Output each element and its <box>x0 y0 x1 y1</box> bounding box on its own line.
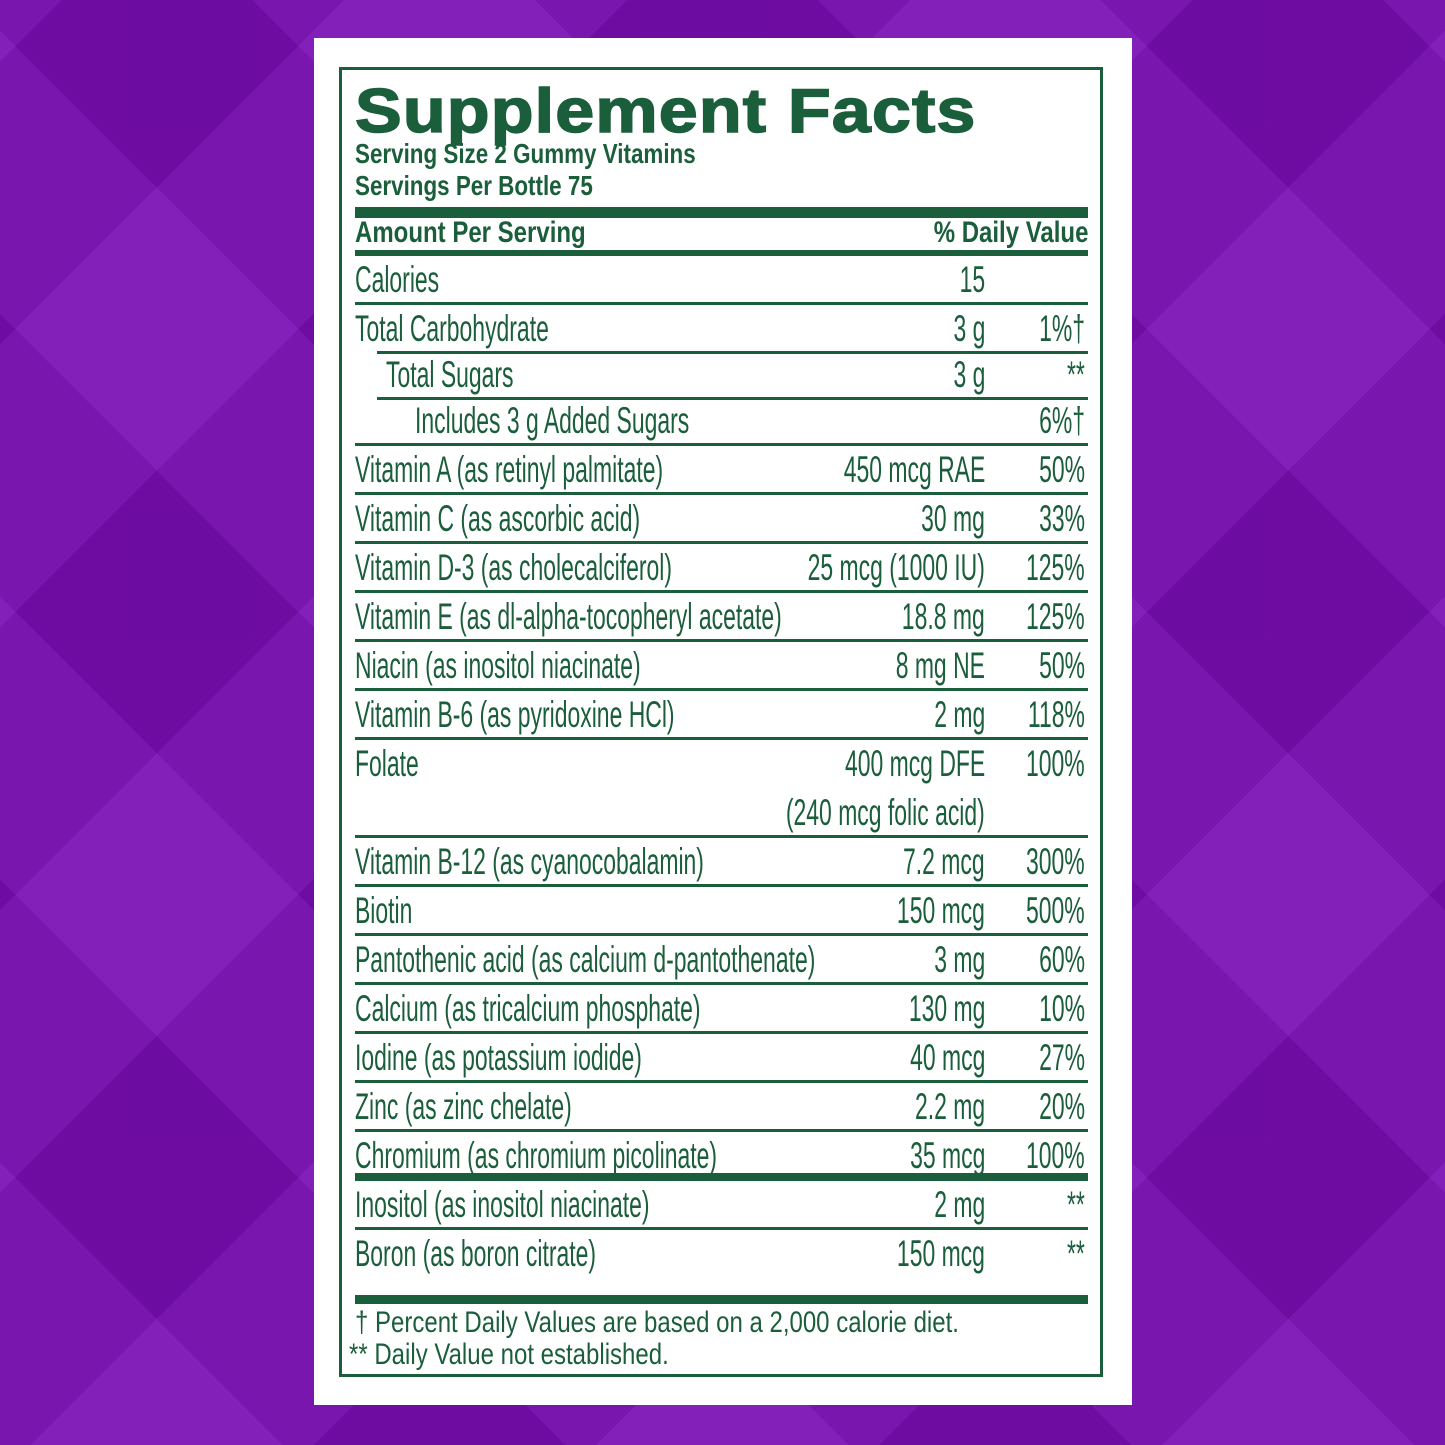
divider-thick <box>355 207 1088 218</box>
nutrient-name: Vitamin D-3 (as cholecalciferol) <box>355 547 673 588</box>
nutrient-daily-value: 1%† <box>1039 308 1085 349</box>
nutrient-daily-value: 125% <box>1026 547 1085 588</box>
nutrient-name: Boron (as boron citrate) <box>355 1233 596 1274</box>
nutrient-amount-note: (240 mcg folic acid) <box>786 792 985 833</box>
nutrient-daily-value: ** <box>1067 354 1085 395</box>
nutrient-amount: 35 mcg <box>909 1135 985 1176</box>
label-title: Supplement Facts <box>354 76 977 147</box>
nutrient-amount: 2 mg <box>933 1184 985 1225</box>
nutrient-name: Zinc (as zinc chelate) <box>355 1086 572 1127</box>
nutrient-amount: 3 g <box>953 308 985 349</box>
nutrient-daily-value: 500% <box>1026 890 1085 931</box>
footnote-dagger: † Percent Daily Values are based on a 2,… <box>355 1306 959 1339</box>
nutrient-name: Calcium (as tricalcium phosphate) <box>355 988 701 1029</box>
nutrient-amount: 450 mcg RAE <box>843 449 985 490</box>
nutrient-table: Calories 15 Total Carbohydrate 3 g 1%† Total … <box>355 256 1088 1276</box>
footnote-asterisk: ** Daily Value not established. <box>349 1338 669 1371</box>
nutrient-daily-value: 125% <box>1026 596 1085 637</box>
nutrient-name: Calories <box>355 259 440 300</box>
nutrient-name: Iodine (as potassium iodide) <box>355 1037 642 1078</box>
nutrient-amount: 25 mcg (1000 IU) <box>807 547 985 588</box>
nutrient-row: Vitamin D-3 (as cholecalciferol) 25 mcg (… <box>355 544 1088 593</box>
nutrient-name: Inositol (as inositol niacinate) <box>355 1184 650 1225</box>
nutrient-name: Pantothenic acid (as calcium d-pantothen… <box>355 939 816 980</box>
nutrient-daily-value: 100% <box>1026 743 1085 784</box>
nutrient-row: Total Sugars 3 g ** <box>355 351 1088 400</box>
nutrient-name: Chromium (as chromium picolinate) <box>355 1135 718 1176</box>
nutrient-daily-value: 60% <box>1039 939 1085 980</box>
nutrient-name: Biotin <box>355 890 413 931</box>
nutrient-amount: 3 g <box>953 354 985 395</box>
divider-thick <box>355 1295 1088 1304</box>
serving-size: Serving Size 2 Gummy Vitamins <box>355 138 696 169</box>
servings-per-container: Servings Per Bottle 75 <box>355 170 593 201</box>
nutrient-daily-value: 300% <box>1026 841 1085 882</box>
nutrient-row: Iodine (as potassium iodide) 40 mcg 27% <box>355 1034 1088 1083</box>
nutrient-row: Includes 3 g Added Sugars 6%† <box>355 397 1088 446</box>
nutrient-daily-value: 27% <box>1039 1037 1085 1078</box>
nutrient-row: Total Carbohydrate 3 g 1%† <box>355 305 1088 354</box>
nutrient-daily-value: 20% <box>1039 1086 1085 1127</box>
nutrient-row: Vitamin A (as retinyl palmitate) 450 mcg … <box>355 446 1088 495</box>
nutrient-amount: 40 mcg <box>909 1037 985 1078</box>
nutrient-daily-value: ** <box>1067 1233 1085 1274</box>
nutrient-amount: 30 mg <box>921 498 985 539</box>
nutrient-row: Vitamin B-6 (as pyridoxine HCl) 2 mg 118% <box>355 691 1088 740</box>
nutrient-row: Vitamin B-12 (as cyanocobalamin) 7.2 mcg 3… <box>355 838 1088 887</box>
nutrient-name: Folate <box>355 743 419 784</box>
nutrient-daily-value: 10% <box>1039 988 1085 1029</box>
nutrient-amount: 2.2 mg <box>914 1086 985 1127</box>
nutrient-row: Pantothenic acid (as calcium d-pantothen… <box>355 936 1088 985</box>
nutrient-amount: 18.8 mg <box>902 596 985 637</box>
nutrient-row: Vitamin E (as dl-alpha-tocopheryl acetat… <box>355 593 1088 642</box>
nutrient-row: Folate 400 mcg DFE (240 mcg folic acid) 100… <box>355 740 1088 838</box>
nutrient-row: Vitamin C (as ascorbic acid) 30 mg 33% <box>355 495 1088 544</box>
nutrient-amount: 7.2 mcg <box>903 841 985 882</box>
nutrient-row: Calories 15 <box>355 256 1088 305</box>
nutrient-daily-value: ** <box>1067 1184 1085 1225</box>
nutrient-name: Vitamin B-6 (as pyridoxine HCl) <box>355 694 675 735</box>
nutrient-amount: 150 mcg <box>897 1233 985 1274</box>
nutrient-row: Chromium (as chromium picolinate) 35 mcg 1… <box>355 1132 1088 1181</box>
nutrient-name: Vitamin E (as dl-alpha-tocopheryl acetat… <box>355 596 782 637</box>
nutrient-daily-value: 50% <box>1039 449 1085 490</box>
nutrient-name: Vitamin A (as retinyl palmitate) <box>355 449 664 490</box>
nutrient-amount: 150 mcg <box>897 890 985 931</box>
nutrient-daily-value: 33% <box>1039 498 1085 539</box>
divider-medium <box>355 250 1088 256</box>
nutrient-row: Inositol (as inositol niacinate) 2 mg ** <box>355 1181 1088 1230</box>
supplement-facts-label: Supplement Facts Serving Size 2 Gummy Vi… <box>314 38 1132 1405</box>
nutrient-name: Total Sugars <box>386 354 514 395</box>
nutrient-daily-value: 50% <box>1039 645 1085 686</box>
nutrient-daily-value: 100% <box>1026 1135 1085 1176</box>
nutrient-name: Vitamin C (as ascorbic acid) <box>355 498 641 539</box>
amount-per-serving-header: Amount Per Serving <box>355 216 586 249</box>
nutrient-amount: 3 mg <box>933 939 985 980</box>
nutrient-name: Includes 3 g Added Sugars <box>415 400 690 441</box>
nutrient-amount: 130 mg <box>908 988 985 1029</box>
daily-value-header: % Daily Value <box>933 216 1088 249</box>
nutrient-row: Calcium (as tricalcium phosphate) 130 mg 1… <box>355 985 1088 1034</box>
nutrient-row: Biotin 150 mcg 500% <box>355 887 1088 936</box>
nutrient-row: Zinc (as zinc chelate) 2.2 mg 20% <box>355 1083 1088 1132</box>
nutrient-row: Boron (as boron citrate) 150 mcg ** <box>355 1230 1088 1276</box>
nutrient-row: Niacin (as inositol niacinate) 8 mg NE 50% <box>355 642 1088 691</box>
nutrient-name: Vitamin B-12 (as cyanocobalamin) <box>355 841 704 882</box>
label-frame: Supplement Facts Serving Size 2 Gummy Vi… <box>339 67 1103 1377</box>
nutrient-name: Niacin (as inositol niacinate) <box>355 645 641 686</box>
nutrient-amount: 400 mcg DFE <box>844 743 985 784</box>
nutrient-amount: 8 mg NE <box>895 645 985 686</box>
nutrient-amount: 2 mg <box>933 694 985 735</box>
nutrient-amount: 15 <box>959 259 985 300</box>
nutrient-name: Total Carbohydrate <box>355 308 549 349</box>
nutrient-daily-value: 6%† <box>1039 400 1085 441</box>
nutrient-daily-value: 118% <box>1028 694 1085 735</box>
